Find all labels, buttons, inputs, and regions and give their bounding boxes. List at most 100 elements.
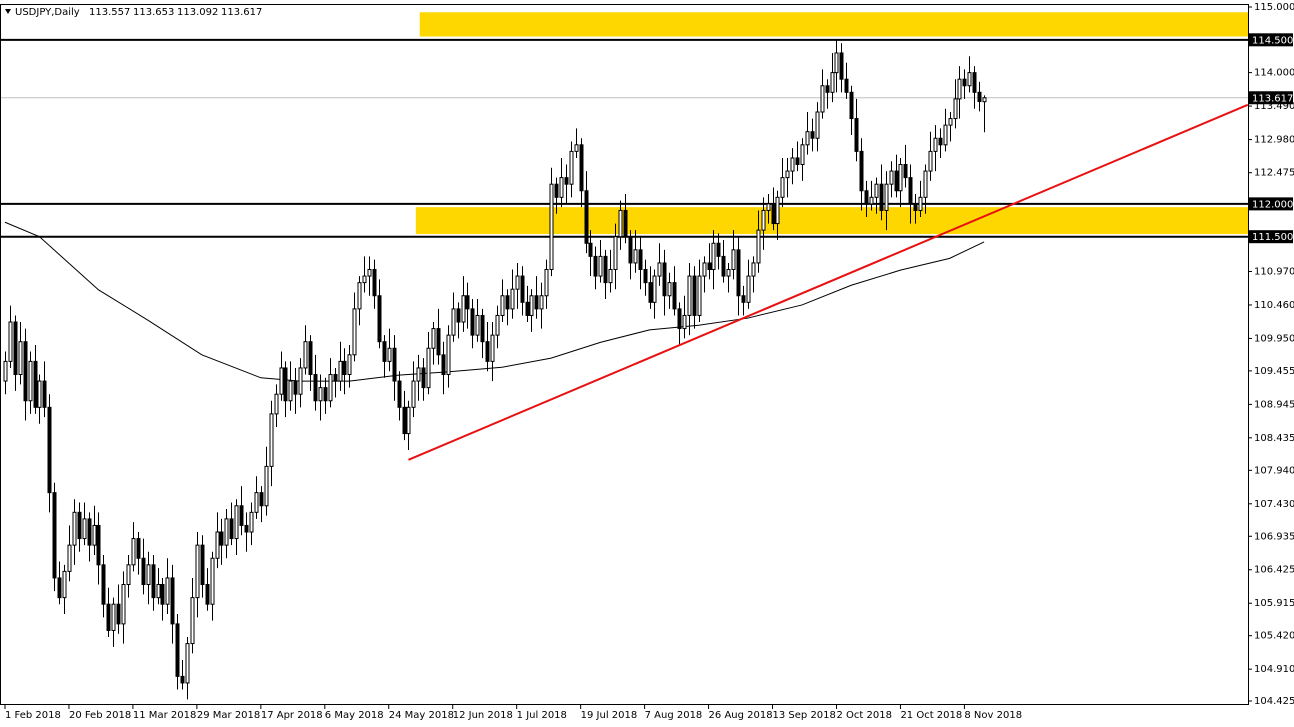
candle-body bbox=[77, 511, 82, 540]
candle-body bbox=[815, 111, 820, 139]
x-tick-label: 8 Nov 2018 bbox=[964, 710, 1022, 721]
candle-body bbox=[224, 518, 229, 546]
candle-body bbox=[190, 597, 195, 645]
candle-body bbox=[953, 98, 958, 120]
candle-body bbox=[470, 308, 475, 336]
candle-body bbox=[338, 360, 343, 382]
candle-body bbox=[185, 643, 190, 684]
candle-body bbox=[648, 282, 653, 303]
close-value: 113.617 bbox=[221, 7, 262, 18]
candle-body bbox=[402, 406, 407, 435]
candle-body bbox=[406, 406, 411, 435]
candle-body bbox=[746, 275, 751, 303]
candle-body bbox=[800, 144, 805, 166]
low-value: 113.092 bbox=[177, 7, 218, 18]
y-tick-label: 106.425 bbox=[1254, 565, 1294, 576]
candle-body bbox=[347, 354, 352, 376]
candle-body bbox=[879, 183, 884, 211]
price-label-background bbox=[1249, 33, 1293, 47]
candle-body bbox=[298, 367, 303, 395]
menu-triangle[interactable] bbox=[5, 9, 11, 14]
candle-body bbox=[520, 275, 525, 303]
candle-body bbox=[623, 209, 628, 238]
candle-body bbox=[279, 367, 284, 395]
candle-body bbox=[156, 584, 161, 599]
candle-body bbox=[638, 249, 643, 271]
candle-body bbox=[3, 360, 8, 382]
candle-body bbox=[274, 393, 279, 415]
y-tick-label: 105.915 bbox=[1254, 598, 1294, 609]
price-label-background bbox=[1249, 91, 1293, 105]
candle-body bbox=[780, 177, 785, 198]
candle-body bbox=[652, 275, 657, 303]
candle-body bbox=[210, 557, 215, 605]
candle-body bbox=[859, 150, 864, 192]
candle-body bbox=[175, 623, 180, 677]
candle-body bbox=[525, 301, 530, 316]
candle-body bbox=[456, 308, 461, 323]
candle-body bbox=[864, 190, 869, 205]
price-label: 111.500 bbox=[1252, 232, 1293, 243]
x-tick-label: 29 Mar 2018 bbox=[197, 710, 260, 721]
candle-body bbox=[569, 150, 574, 185]
candle-body bbox=[106, 603, 111, 631]
candle-body bbox=[657, 262, 662, 277]
candle-body bbox=[588, 242, 593, 257]
candle-body bbox=[726, 269, 731, 277]
price-label: 113.617 bbox=[1252, 93, 1293, 104]
x-tick-label: 12 Jun 2018 bbox=[453, 710, 513, 721]
candle-body bbox=[903, 164, 908, 179]
candle-body bbox=[234, 505, 239, 540]
candle-body bbox=[490, 334, 495, 362]
candle-body bbox=[239, 505, 244, 526]
candle-body bbox=[426, 347, 431, 389]
candle-body bbox=[505, 295, 510, 310]
y-tick-label: 109.950 bbox=[1254, 333, 1294, 344]
candle-body bbox=[603, 255, 608, 284]
candle-body bbox=[13, 321, 18, 376]
candle-body bbox=[372, 269, 377, 297]
candle-body bbox=[692, 275, 697, 316]
price-label: 114.500 bbox=[1252, 35, 1293, 46]
candle-body bbox=[933, 137, 938, 152]
candle-body bbox=[721, 255, 726, 277]
candle-body bbox=[195, 544, 200, 599]
y-tick-label: 105.420 bbox=[1254, 631, 1294, 642]
candle-body bbox=[579, 144, 584, 192]
candle-body bbox=[534, 295, 539, 310]
high-value: 113.653 bbox=[133, 7, 174, 18]
candle-body bbox=[702, 262, 707, 277]
candle-body bbox=[18, 341, 23, 376]
time-axis: 1 Feb 2018 20 Feb 2018 11 Mar 2018 29 Mar 2… bbox=[4, 705, 1022, 721]
candle-body bbox=[775, 196, 780, 225]
candle-body bbox=[264, 465, 269, 507]
candle-body bbox=[219, 531, 224, 546]
candle-body bbox=[884, 183, 889, 211]
candle-body bbox=[160, 584, 165, 605]
candle-body bbox=[136, 538, 141, 559]
y-tick-label: 108.435 bbox=[1254, 433, 1294, 444]
candle-body bbox=[618, 209, 623, 238]
trendline bbox=[408, 103, 1249, 461]
candle-body bbox=[869, 196, 874, 205]
price-axis: 115.000 114.000 113.490 112.980 112.475 110.9… bbox=[1248, 2, 1294, 707]
candle-body bbox=[756, 229, 761, 264]
candle-body bbox=[254, 492, 259, 513]
candle-body bbox=[584, 190, 589, 244]
candle-body bbox=[943, 124, 948, 146]
candle-body bbox=[87, 518, 92, 546]
candle-body bbox=[672, 282, 677, 310]
candle-body bbox=[982, 97, 987, 103]
y-tick-label: 112.475 bbox=[1254, 168, 1294, 179]
candle-body bbox=[820, 85, 825, 113]
moving-average-layer bbox=[4, 221, 985, 382]
candle-body bbox=[441, 354, 446, 376]
candle-body bbox=[318, 387, 323, 402]
candle-body bbox=[323, 387, 328, 402]
candle-body bbox=[461, 295, 466, 323]
candle-body bbox=[687, 275, 692, 316]
candle-body bbox=[844, 78, 849, 93]
trendline-layer bbox=[408, 103, 1249, 461]
candle-body bbox=[854, 118, 859, 152]
candle-body bbox=[62, 570, 67, 599]
